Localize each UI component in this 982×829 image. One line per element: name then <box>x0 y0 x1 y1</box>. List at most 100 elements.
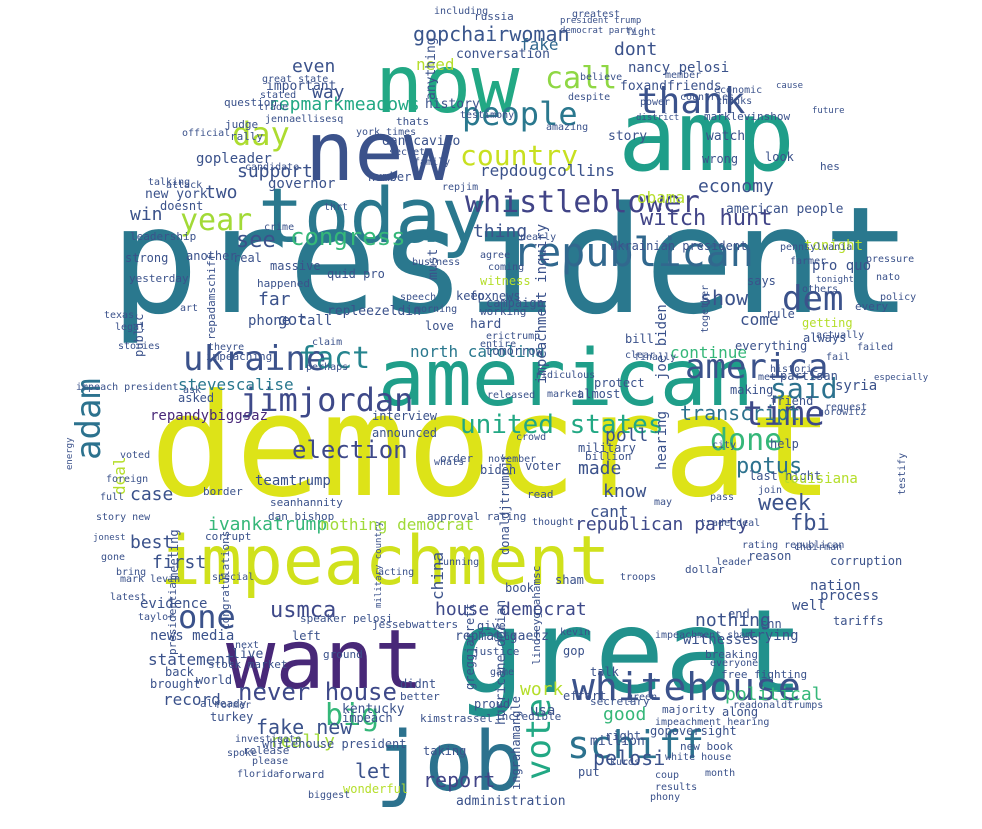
word-theyre: theyre <box>208 342 244 353</box>
word-even: even <box>292 56 335 77</box>
word-another: another <box>186 249 237 263</box>
word-impeach-president: impeach president <box>76 382 178 393</box>
word-secretary: secretary <box>590 695 650 708</box>
word-quid-pro: quid pro <box>327 267 385 281</box>
word-latest: latest <box>110 592 146 603</box>
word-protect: protect <box>594 376 645 390</box>
word-poll: poll <box>605 425 648 446</box>
word-nothing-democrat: nothing democrat <box>320 515 474 534</box>
word-getting: getting <box>802 316 853 330</box>
word-interview: interview <box>372 409 438 423</box>
word-failed: failed <box>857 342 893 353</box>
word-member: member <box>665 70 701 81</box>
word-meeting: meeting <box>167 529 181 580</box>
word-hard: hard <box>470 317 501 332</box>
word-request: request <box>825 402 867 413</box>
word-military-country: military country <box>374 521 384 608</box>
word-put: put <box>578 765 600 779</box>
word-presidential: presidential <box>166 576 179 655</box>
word-florida: florida <box>237 769 279 780</box>
word-adam: adam <box>69 378 109 460</box>
word-administration: administration <box>456 794 566 809</box>
word-pro-quo: pro quo <box>812 258 871 274</box>
word-chairman: chairman <box>794 542 842 553</box>
word-public: public <box>132 314 146 357</box>
word-ground: ground <box>323 648 363 661</box>
word-time: time <box>743 394 825 434</box>
word-world: world <box>196 673 232 687</box>
word-nancy-pelosi: nancy pelosi <box>628 60 729 76</box>
word-day: day <box>232 115 290 153</box>
word-repdougcollins: repdougcollins <box>480 161 615 180</box>
word-kentucky: kentucky <box>342 702 405 717</box>
word-now: now <box>375 38 520 131</box>
word-people: people <box>462 95 578 133</box>
word-whats: whats <box>434 457 464 468</box>
word-hearing: hearing <box>654 411 670 470</box>
word-republican-party: republican party <box>575 514 749 535</box>
word-congratulations: congratulations <box>219 531 232 630</box>
word-sham: sham <box>555 573 584 587</box>
word-talking: talking <box>148 177 190 188</box>
word-foreign: foreign <box>106 474 148 485</box>
word-america: america <box>685 347 828 387</box>
word-speaker-pelosi: speaker pelosi <box>300 612 393 625</box>
word-president-trump: president trump <box>560 16 641 26</box>
word-especially: especially <box>874 373 929 383</box>
word-way: way <box>312 82 345 103</box>
word-congress: congress <box>290 223 406 251</box>
word-thats: thats <box>396 115 429 128</box>
word-acting: acting <box>378 567 414 578</box>
word-impeachment-inquiry: impeachment inquiry <box>534 224 550 384</box>
word-need: need <box>416 55 455 74</box>
word-usmca: usmca <box>270 598 336 623</box>
word-record: record <box>163 690 221 709</box>
word-finally: finally <box>634 352 676 363</box>
word-trade-deal: trade deal <box>700 518 760 529</box>
word-official: official <box>182 128 230 139</box>
word-read: read <box>527 488 554 501</box>
word-military: military <box>578 441 636 455</box>
word-green: green <box>627 692 657 703</box>
word-made: made <box>578 458 621 479</box>
word-every: every <box>855 300 888 313</box>
word-one: one <box>178 598 236 636</box>
word-family: family <box>414 157 450 168</box>
word-teamtrump: teamtrump <box>255 473 331 489</box>
word-taking: taking <box>423 744 466 758</box>
word-forward: forward <box>278 768 324 781</box>
word-rule: rule <box>766 307 795 321</box>
word-impeaching: impeaching <box>206 350 272 363</box>
word-gopleader: gopleader <box>196 151 272 167</box>
word-always: always <box>803 331 846 345</box>
word-horowitz: horowitz <box>818 407 866 418</box>
word-thank: thank <box>637 81 746 122</box>
word-repleezeldin: repleezeldin <box>327 304 421 319</box>
word-republican: republican <box>513 230 754 276</box>
word-speech: speech <box>400 292 436 303</box>
word-anything: anything <box>424 37 439 100</box>
word-help: help <box>770 437 799 451</box>
word-doesnt: doesnt <box>160 199 203 213</box>
word-give: give <box>477 619 506 633</box>
word-best: best <box>130 532 173 553</box>
word-voted: voted <box>120 450 150 461</box>
word-north-carolina: north carolina <box>410 342 545 361</box>
word-stock-market: stock market <box>208 658 287 671</box>
word-working: working <box>480 305 526 318</box>
word-amazing: amazing <box>546 122 588 133</box>
word-continue: continue <box>670 343 747 362</box>
word-campaign: campaign <box>486 296 544 310</box>
word-order: order <box>440 452 473 465</box>
word-well: well <box>792 598 826 614</box>
word-attack: attack <box>166 180 202 191</box>
word-entire: entire <box>480 339 516 350</box>
word-said: said <box>770 372 837 405</box>
word-done: done <box>710 423 782 458</box>
word-thing: thing <box>473 221 527 242</box>
word-please: please <box>252 756 288 767</box>
word-candidate: candidate <box>245 162 299 173</box>
word-future: future <box>812 106 845 116</box>
